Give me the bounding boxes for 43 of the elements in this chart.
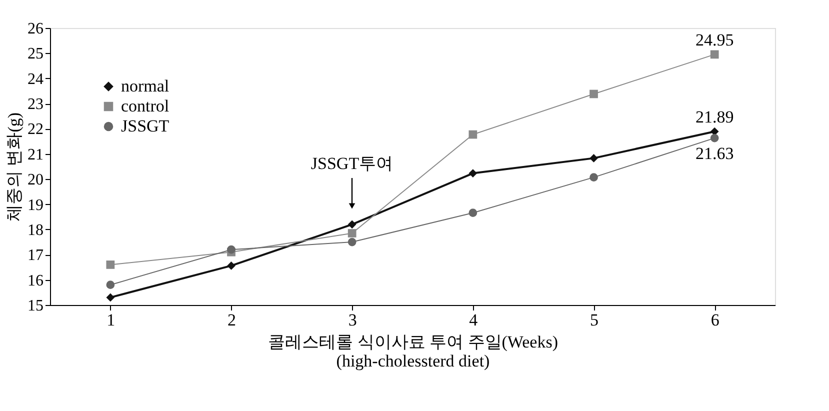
legend-label: control — [121, 96, 170, 116]
point — [468, 130, 478, 139]
data-label: 21.63 — [695, 144, 734, 164]
point — [227, 245, 236, 254]
x-tick-label: 1 — [106, 310, 116, 330]
y-tick-label: 17 — [28, 247, 44, 264]
x-tick-label: 6 — [710, 310, 720, 330]
y-tick-label: 22 — [28, 121, 44, 138]
point — [468, 208, 478, 218]
point — [468, 169, 478, 178]
point — [106, 280, 115, 290]
point — [106, 293, 115, 302]
x-tick-label: 3 — [348, 310, 357, 330]
y-tick-label: 20 — [28, 172, 44, 189]
x-axis-title: 콜레스테롤 식이사료 투여 주일(Weeks) (high-cholessterd diet) — [268, 332, 558, 370]
y-tick-label: 25 — [28, 46, 44, 63]
point — [106, 260, 115, 269]
y-tick-label: 16 — [28, 272, 44, 290]
y-tick-label: 21 — [28, 146, 44, 164]
data-label: 24.95 — [695, 30, 734, 50]
point — [590, 173, 598, 182]
annotation: JSSGT투여 — [310, 154, 394, 173]
y-tick-label: 18 — [28, 222, 44, 239]
y-tick-label: 24 — [28, 70, 44, 88]
data-label: 21.89 — [695, 107, 734, 126]
point — [227, 262, 236, 270]
point — [348, 229, 356, 238]
point — [348, 238, 356, 246]
y-axis-title: 체중의 변화(g) — [4, 112, 24, 222]
x-tick-label: 5 — [590, 310, 598, 330]
legend-label: JSSGT — [121, 116, 170, 136]
point — [710, 134, 719, 142]
point — [348, 220, 356, 229]
x-tick-label: 2 — [228, 310, 236, 330]
point — [710, 50, 719, 59]
x-tick-label: 4 — [469, 310, 478, 330]
y-tick-label: 15 — [28, 298, 44, 314]
legend-label: normal — [121, 76, 170, 96]
y-tick-label: 26 — [28, 20, 44, 38]
y-tick-label: 23 — [28, 96, 44, 114]
point — [590, 154, 598, 162]
point — [590, 90, 598, 98]
y-tick-label: 19 — [28, 196, 44, 214]
